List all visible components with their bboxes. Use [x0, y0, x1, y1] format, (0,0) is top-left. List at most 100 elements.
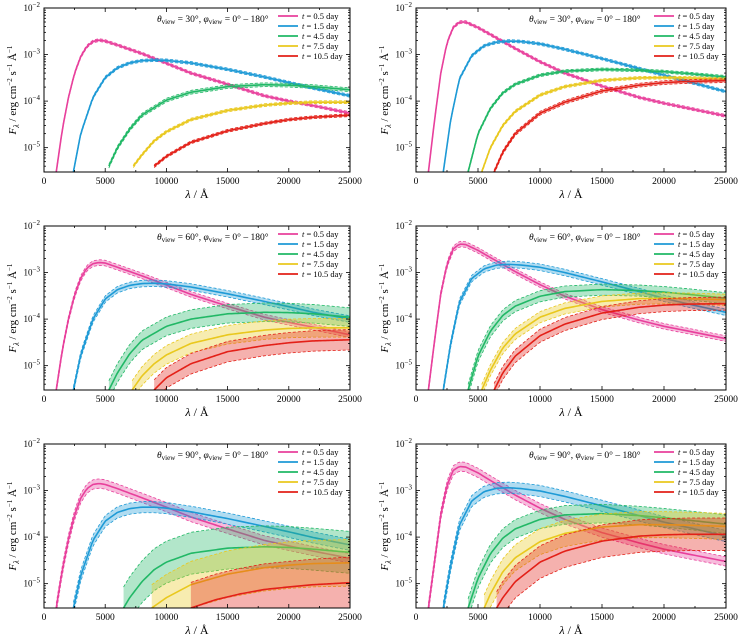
upper-envelope: [151, 539, 350, 586]
series-line: [495, 533, 726, 608]
series-line: [72, 282, 350, 390]
upper-envelope: [153, 113, 350, 166]
x-tick-label: 0: [414, 613, 419, 623]
spread-band: [56, 259, 350, 390]
x-tick-label: 5000: [469, 395, 488, 405]
x-tick-label: 0: [42, 395, 47, 405]
upper-envelope: [55, 259, 350, 388]
y-tick-label: 10−4: [396, 530, 413, 542]
spread-band: [443, 261, 726, 390]
series-2: [72, 501, 350, 608]
x-tick-label: 10000: [528, 395, 552, 405]
x-tick-label: 20000: [652, 613, 676, 623]
legend-label: t = 10.5 day: [678, 51, 719, 61]
spread-band: [190, 557, 350, 608]
lower-envelope: [494, 82, 726, 172]
series-line: [427, 21, 726, 172]
series-1: [427, 461, 726, 608]
x-tick-label: 25000: [714, 395, 738, 405]
series-line: [122, 545, 350, 608]
y-tick-label: 10−4: [24, 312, 41, 324]
y-tick-label: 10−5: [24, 141, 41, 153]
x-axis-label: λ / Å: [558, 187, 583, 201]
x-tick-label: 15000: [216, 395, 240, 405]
legend-label: t = 10.5 day: [302, 51, 343, 61]
x-axis-label: λ / Å: [184, 187, 209, 201]
lower-envelope: [108, 86, 350, 169]
y-tick-label: 10−5: [396, 359, 413, 371]
lower-envelope: [443, 492, 726, 608]
upper-envelope: [131, 318, 350, 381]
upper-envelope: [493, 296, 726, 384]
upper-envelope: [190, 556, 350, 583]
x-tick-label: 25000: [338, 177, 362, 187]
x-tick-label: 5000: [469, 177, 488, 187]
spread-band: [496, 517, 726, 608]
legend-label: t = 10.5 day: [678, 269, 719, 279]
series-line: [467, 512, 726, 608]
spread-band: [154, 329, 350, 390]
series-line: [108, 311, 350, 390]
legend-label: t = 4.5 day: [302, 249, 339, 259]
lower-envelope: [133, 103, 350, 168]
legend-label: t = 0.5 day: [302, 11, 339, 21]
series-3: [467, 283, 726, 390]
x-tick-label: 25000: [714, 177, 738, 187]
spread-band: [123, 525, 350, 608]
plot-area: [427, 461, 726, 608]
lower-envelope: [190, 585, 350, 608]
series-5: [190, 556, 350, 608]
series-4: [131, 318, 350, 390]
x-tick-label: 25000: [338, 395, 362, 405]
series-4: [480, 75, 726, 172]
upper-envelope: [481, 292, 726, 385]
series-line: [72, 506, 350, 608]
upper-envelope: [483, 511, 726, 596]
x-tick-label: 0: [414, 395, 419, 405]
view-angle-annotation: θview = 30°, φview = 0° – 180°: [157, 14, 269, 26]
x-axis-label: λ / Å: [558, 405, 583, 419]
legend-label: t = 4.5 day: [678, 31, 715, 41]
series-4: [483, 511, 726, 608]
y-axis-label: Fλ / erg cm−2 s−1 Å−1: [378, 263, 393, 353]
view-angle-annotation: θview = 60°, φview = 0° – 180°: [529, 232, 641, 244]
y-tick-label: 10−4: [396, 312, 413, 324]
legend-label: t = 4.5 day: [678, 249, 715, 259]
upper-envelope: [428, 240, 726, 388]
x-tick-label: 10000: [155, 613, 179, 623]
x-tick-label: 0: [42, 177, 47, 187]
y-tick-label: 10−5: [396, 141, 413, 153]
lower-envelope: [163, 349, 350, 390]
plot-area: [55, 478, 350, 608]
series-line: [493, 79, 726, 172]
x-tick-label: 20000: [652, 177, 676, 187]
legend-label: t = 1.5 day: [302, 239, 339, 249]
lower-envelope: [138, 336, 350, 390]
series-5: [495, 517, 726, 608]
lower-envelope: [428, 470, 726, 608]
x-tick-label: 15000: [590, 177, 614, 187]
lower-envelope: [443, 42, 726, 172]
legend-label: t = 7.5 day: [678, 259, 715, 269]
spread-band: [73, 279, 350, 390]
lower-envelope: [489, 537, 726, 608]
x-tick-label: 20000: [277, 177, 301, 187]
plot-area: [55, 38, 350, 172]
legend-label: t = 0.5 day: [678, 447, 715, 457]
y-tick-label: 10−2: [396, 1, 413, 13]
x-tick-label: 0: [414, 177, 419, 187]
lower-envelope: [483, 303, 726, 390]
y-tick-label: 10−3: [24, 484, 41, 496]
x-tick-label: 0: [42, 613, 47, 623]
x-tick-label: 10000: [528, 613, 552, 623]
legend-label: t = 1.5 day: [678, 457, 715, 467]
series-line: [467, 68, 726, 172]
legend-label: t = 7.5 day: [678, 477, 715, 487]
